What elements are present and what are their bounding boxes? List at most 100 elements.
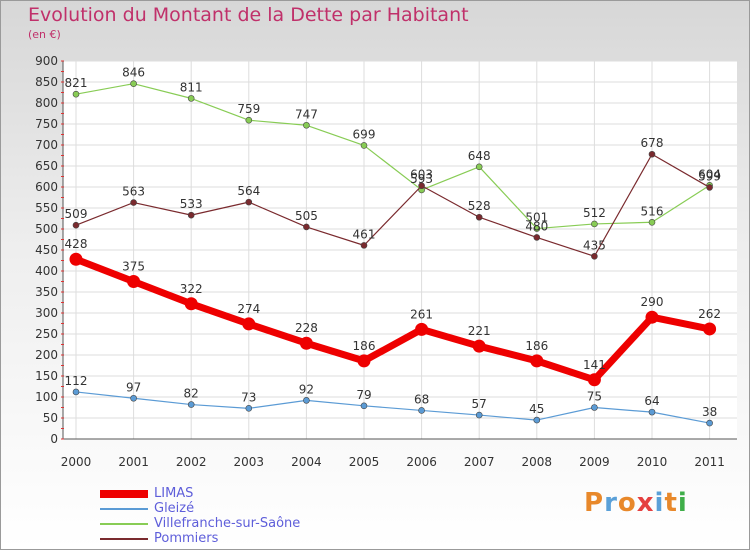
x-tick-label: 2000	[61, 455, 92, 469]
series-line-villefranche-sur-sa-ne	[75, 83, 710, 230]
data-label: 501	[525, 211, 548, 225]
y-tick-label: 600	[35, 180, 58, 194]
data-point	[69, 252, 83, 266]
data-point	[299, 336, 313, 350]
data-label: 509	[65, 207, 88, 221]
y-tick-label: 900	[35, 54, 58, 68]
data-label: 604	[698, 167, 721, 181]
data-point	[72, 388, 80, 396]
x-tick-label: 2002	[176, 455, 207, 469]
data-label: 759	[237, 102, 260, 116]
data-point	[648, 218, 656, 226]
data-point	[591, 220, 598, 228]
data-label: 64	[644, 394, 659, 408]
legend-label: LIMAS	[154, 486, 194, 501]
data-point	[533, 225, 541, 232]
x-tick-label: 2011	[694, 455, 725, 469]
data-point	[245, 198, 253, 206]
data-label: 38	[702, 405, 717, 419]
y-tick-label: 50	[43, 411, 58, 425]
data-point	[645, 310, 659, 324]
data-label: 593	[410, 172, 433, 186]
y-tick-label: 350	[35, 285, 58, 299]
series-line-limas	[74, 255, 711, 384]
data-label: 68	[414, 392, 429, 406]
data-point	[706, 419, 713, 427]
data-label: 221	[468, 324, 491, 338]
data-label: 274	[237, 302, 260, 316]
y-tick-label: 300	[35, 306, 58, 320]
data-label: 97	[126, 380, 141, 394]
data-label: 290	[641, 295, 664, 309]
x-tick-label: 2007	[464, 455, 495, 469]
data-label: 528	[468, 199, 491, 213]
data-point	[533, 234, 541, 241]
data-label: 603	[410, 168, 433, 182]
data-point	[591, 404, 598, 411]
data-label: 516	[641, 204, 664, 218]
data-point	[475, 213, 483, 221]
data-label: 648	[468, 149, 491, 163]
data-label: 82	[184, 387, 199, 401]
data-label: 186	[353, 339, 376, 353]
data-point	[245, 116, 253, 124]
y-tick-label: 150	[35, 369, 58, 383]
data-point	[187, 401, 195, 408]
legend-label: Pommiers	[154, 531, 219, 546]
data-point	[472, 339, 486, 353]
data-label: 57	[472, 397, 487, 411]
data-label: 186	[525, 339, 548, 353]
x-tick-label: 2009	[579, 455, 610, 469]
data-label: 322	[180, 282, 203, 296]
data-label: 461	[353, 227, 376, 241]
data-label: 512	[583, 206, 606, 220]
data-label: 533	[180, 197, 203, 211]
y-tick-label: 100	[35, 390, 58, 404]
y-tick-label: 550	[35, 201, 58, 215]
x-tick-label: 2004	[291, 455, 322, 469]
data-point	[245, 405, 253, 412]
y-tick-label: 700	[35, 138, 58, 152]
legend-swatch	[100, 490, 148, 498]
y-tick-label: 850	[35, 75, 58, 89]
y-tick-label: 250	[35, 327, 58, 341]
data-point	[648, 408, 656, 416]
chart-title: Evolution du Montant de la Dette par Hab…	[28, 4, 469, 26]
legend-swatch	[100, 508, 148, 510]
data-label: 92	[299, 382, 314, 396]
data-label: 564	[237, 184, 260, 198]
legend-label: Gleizé	[154, 501, 195, 516]
data-label: 261	[410, 307, 433, 321]
chart-subtitle: (en €)	[28, 28, 61, 41]
data-label: 505	[295, 209, 318, 223]
data-label: 112	[65, 374, 88, 388]
y-tick-label: 0	[50, 432, 58, 446]
data-point	[303, 121, 310, 129]
data-label: 846	[122, 66, 145, 80]
data-label: 435	[583, 238, 606, 252]
data-label: 811	[180, 80, 203, 94]
data-label: 262	[698, 307, 721, 321]
data-point	[187, 95, 195, 102]
data-label: 75	[587, 390, 602, 404]
data-point	[303, 397, 310, 404]
data-point	[418, 182, 425, 190]
x-tick-label: 2006	[406, 455, 437, 469]
data-point	[72, 90, 80, 98]
data-point	[357, 354, 371, 368]
data-point	[591, 252, 598, 260]
data-label: 141	[583, 358, 606, 372]
y-tick-label: 450	[35, 243, 58, 257]
data-point	[530, 354, 544, 368]
data-point	[415, 322, 429, 336]
data-label: 747	[295, 107, 318, 121]
series-line-gleiz-	[75, 391, 710, 424]
data-point	[130, 394, 137, 402]
data-point	[418, 407, 425, 414]
data-point	[587, 373, 601, 387]
data-label: 428	[65, 237, 88, 251]
data-point	[130, 80, 137, 87]
data-point	[533, 416, 541, 424]
y-tick-label: 200	[35, 348, 58, 362]
